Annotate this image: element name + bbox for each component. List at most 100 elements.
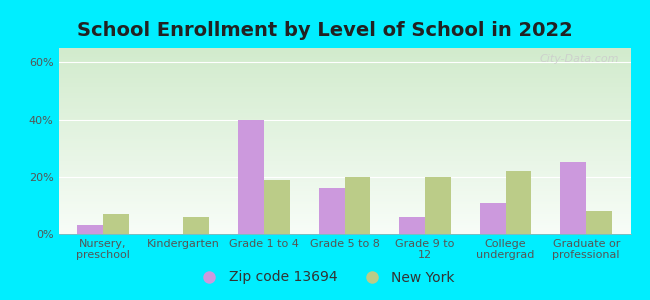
Bar [58,48,630,50]
Bar [58,128,630,130]
Bar [58,56,630,57]
Bar [58,189,630,191]
Bar [58,52,630,54]
Bar [58,82,630,83]
Bar [58,83,630,85]
Bar [77,225,103,234]
Bar [58,68,630,70]
Bar [58,214,630,215]
Bar [58,152,630,154]
Bar [58,147,630,148]
Bar [58,50,630,52]
Bar [58,94,630,96]
Bar [58,57,630,59]
Bar [58,70,630,72]
Legend: Zip code 13694, New York: Zip code 13694, New York [190,265,460,290]
Bar [58,200,630,202]
Bar [58,171,630,172]
Bar [103,214,129,234]
Bar [58,141,630,143]
Bar [58,221,630,223]
Bar [58,102,630,104]
Bar [58,107,630,110]
Bar [318,188,344,234]
Bar [58,93,630,94]
Bar [58,148,630,150]
Bar [58,158,630,160]
Bar [560,163,586,234]
Bar [58,54,630,56]
Bar [58,132,630,134]
Bar [506,171,532,234]
Bar [58,65,630,67]
Text: City-Data.com: City-Data.com [540,54,619,64]
Bar [58,67,630,68]
Bar [58,96,630,98]
Bar [58,215,630,217]
Bar [58,130,630,132]
Text: School Enrollment by Level of School in 2022: School Enrollment by Level of School in … [77,21,573,40]
Bar [58,232,630,234]
Bar [183,217,209,234]
Bar [58,172,630,175]
Bar [58,197,630,199]
Bar [58,124,630,126]
Bar [58,74,630,76]
Bar [58,165,630,167]
Bar [58,223,630,225]
Bar [58,180,630,182]
Bar [58,72,630,74]
Bar [58,98,630,100]
Bar [58,135,630,137]
Bar [58,78,630,80]
Bar [344,177,370,234]
Bar [58,119,630,121]
Bar [58,184,630,186]
Bar [58,134,630,135]
Bar [58,139,630,141]
Bar [58,63,630,65]
Bar [58,143,630,145]
Bar [58,111,630,113]
Bar [58,80,630,82]
Bar [264,180,290,234]
Bar [58,178,630,180]
Bar [425,177,451,234]
Bar [58,188,630,189]
Bar [58,150,630,152]
Bar [58,169,630,171]
Bar [58,219,630,221]
Bar [586,211,612,234]
Bar [58,91,630,93]
Bar [58,160,630,161]
Bar [58,126,630,128]
Bar [58,117,630,119]
Bar [58,76,630,78]
Bar [58,110,630,111]
Bar [58,106,630,107]
Bar [58,161,630,163]
Bar [58,206,630,208]
Bar [58,113,630,115]
Bar [58,210,630,212]
Bar [58,204,630,206]
Bar [399,217,425,234]
Bar [238,119,264,234]
Bar [58,186,630,188]
Bar [58,121,630,122]
Bar [58,195,630,197]
Bar [58,59,630,61]
Bar [58,85,630,87]
Bar [58,87,630,89]
Bar [58,182,630,184]
Bar [58,230,630,232]
Bar [58,217,630,219]
Bar [58,193,630,195]
Bar [58,202,630,204]
Bar [58,100,630,102]
Bar [58,228,630,230]
Bar [58,175,630,176]
Bar [58,226,630,228]
Bar [58,156,630,158]
Bar [58,212,630,214]
